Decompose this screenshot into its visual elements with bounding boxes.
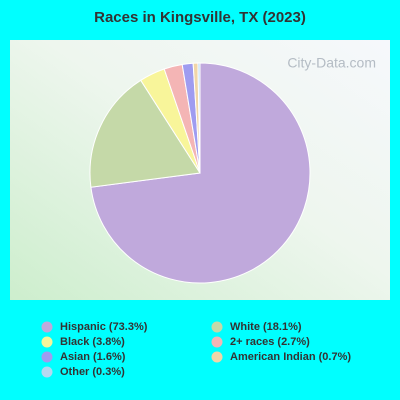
legend-swatch	[41, 321, 53, 333]
chart-title: Races in Kingsville, TX (2023)	[94, 9, 306, 26]
pie-slice	[89, 79, 201, 188]
legend-swatch	[211, 351, 223, 363]
legend-swatch	[211, 336, 223, 348]
legend-swatch	[41, 366, 53, 378]
legend-swatch	[41, 336, 53, 348]
pie	[89, 62, 311, 284]
legend-label: Hispanic (73.3%)	[60, 321, 148, 333]
legend-swatch	[41, 351, 53, 363]
legend: Hispanic (73.3%) White (18.1%) Black (3.8%…	[41, 321, 351, 378]
legend-label: American Indian (0.7%)	[230, 351, 351, 363]
legend-label: Asian (1.6%)	[60, 351, 126, 363]
legend-label: Black (3.8%)	[60, 336, 125, 348]
legend-swatch	[211, 321, 223, 333]
pie-slice	[197, 62, 201, 174]
legend-label: Other (0.3%)	[60, 366, 125, 378]
watermark: City-Data.com	[287, 55, 376, 71]
legend-label: 2+ races (2.7%)	[230, 336, 310, 348]
legend-label: White (18.1%)	[230, 321, 302, 333]
